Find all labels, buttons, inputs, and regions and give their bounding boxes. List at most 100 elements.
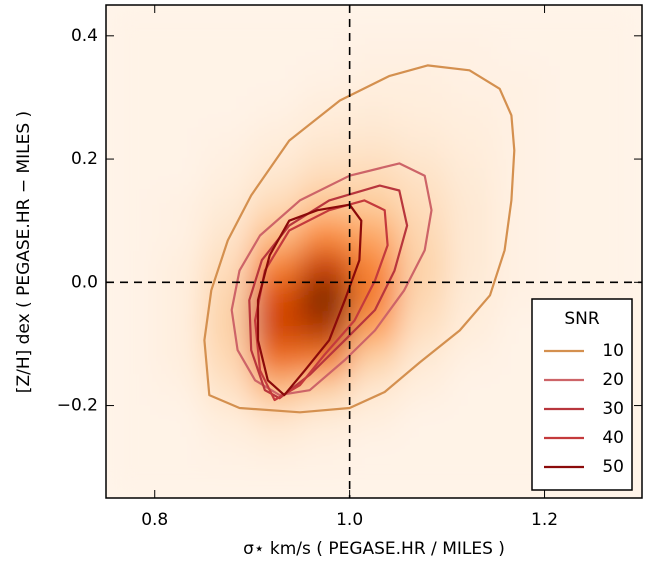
heat-cell [544,96,594,129]
heat-cell [202,158,253,191]
y-tick-label: −0.2 [57,396,98,416]
heat-cell [397,220,448,252]
heat-cell [154,5,204,37]
heat-cell [202,96,253,129]
heat-cell [154,435,204,468]
heat-cell [106,127,156,160]
heat-cell [397,374,448,407]
heat-cell [106,343,156,376]
heat-cell [446,96,497,129]
heat-cell [300,281,351,314]
heat-cell [397,96,448,129]
heat-cell [592,96,642,129]
heat-cell [592,5,642,37]
heat-cell [251,374,302,407]
heat-cell [154,66,204,98]
heat-cell [397,435,448,468]
heat-cell [592,158,642,191]
heat-cell [446,127,497,160]
x-tick-label: 0.8 [141,510,168,530]
heat-cell [592,127,642,160]
heat-cell [154,374,204,407]
heat-cell [446,435,497,468]
heat-cell [154,405,204,437]
y-tick-label: 0.2 [71,149,98,169]
heat-cell [202,312,253,345]
heat-cell [349,96,399,129]
heat-cell [495,35,546,68]
heat-cell [251,96,302,129]
heat-cell [154,189,204,222]
heat-cell [106,96,156,129]
heat-cell [202,466,253,498]
heat-cell [154,466,204,498]
heat-cell [154,343,204,376]
legend-label: 40 [602,428,624,448]
heat-cell [592,251,642,283]
y-axis-label: [Z/H] dex ( PEGASE.HR − MILES ) [14,111,34,393]
heat-cell [106,66,156,98]
heat-cell [544,220,594,252]
heat-cell [106,312,156,345]
heat-cell [106,35,156,68]
heat-cell [397,127,448,160]
heat-cell [495,158,546,191]
legend-label: 50 [602,457,624,477]
heat-cell [349,466,399,498]
heat-cell [544,35,594,68]
heat-cell [251,435,302,468]
plot-frame [105,4,643,499]
heat-cell [202,435,253,468]
heat-cell [251,66,302,98]
x-axis-label: σ⋆ km/s ( PEGASE.HR / MILES ) [243,539,505,559]
heat-cell [544,66,594,98]
heat-cell [349,220,399,252]
heat-cell [202,35,253,68]
heat-cell [202,66,253,98]
heat-cell [300,220,351,252]
heat-cell [202,220,253,252]
heat-cell [446,158,497,191]
heat-cell [154,281,204,314]
heat-cell [106,158,156,191]
heat-cell [202,127,253,160]
heat-cell [154,158,204,191]
heat-cell [300,158,351,191]
heat-cell [251,5,302,37]
heat-cell [397,35,448,68]
heat-cell [349,435,399,468]
heat-cell [446,5,497,37]
contour-line [256,203,363,397]
heat-cell [300,5,351,37]
heat-cell [544,127,594,160]
contour-line [230,162,433,397]
heat-cell [300,127,351,160]
heat-cell [397,466,448,498]
contour-line [203,64,516,414]
heat-cell [544,158,594,191]
heat-cell [300,435,351,468]
heat-cell [349,405,399,437]
heat-cell [106,435,156,468]
heat-cell [300,312,351,345]
heat-cell [202,251,253,283]
heat-cell [495,127,546,160]
heat-cell [300,251,351,283]
heat-cell [397,405,448,437]
heat-cell [106,374,156,407]
plot-lines [106,5,642,498]
heat-cell [251,158,302,191]
legend-box [531,298,633,491]
heat-cell [202,405,253,437]
heat-cell [202,374,253,407]
heat-cell [495,5,546,37]
heat-cell [106,220,156,252]
heat-cell [154,96,204,129]
y-tick-label: 0.0 [71,272,98,292]
heat-cell [446,343,497,376]
heat-cell [300,66,351,98]
legend-label: 20 [602,370,624,390]
heat-cell [446,466,497,498]
